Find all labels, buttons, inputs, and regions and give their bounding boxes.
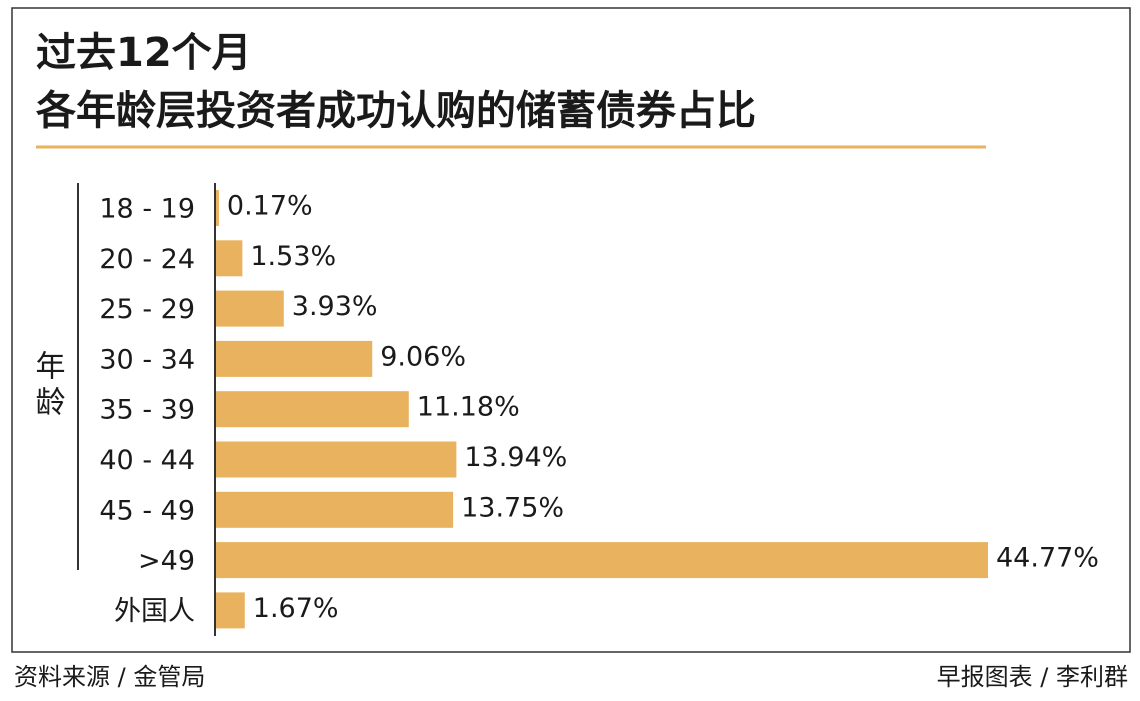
y-tick-label: 18 - 19 (99, 194, 195, 225)
bar (216, 391, 409, 428)
value-label: 44.77% (996, 543, 1099, 574)
y-tick-label: 30 - 34 (99, 344, 195, 375)
credit: 早报图表 / 李利群 (937, 663, 1128, 691)
value-label: 1.67% (253, 593, 339, 624)
bar (216, 290, 284, 327)
source: 资料来源 / 金管局 (14, 663, 205, 691)
bar (216, 491, 454, 528)
bar (216, 340, 373, 377)
value-label: 13.94% (464, 442, 567, 473)
frame (11, 7, 1131, 653)
y-tick-label: 25 - 29 (99, 294, 195, 325)
value-label: 9.06% (380, 341, 466, 372)
y-axis-label: 年龄 (30, 350, 65, 422)
bar (216, 441, 457, 478)
y-tick-label: 35 - 39 (99, 395, 195, 426)
y-tick-label: 45 - 49 (99, 495, 195, 526)
chart-subtitle: 各年龄层投资者成功认购的储蓄债券占比 (36, 88, 756, 134)
bar (216, 592, 245, 629)
value-label: 1.53% (250, 241, 336, 272)
value-label: 3.93% (292, 291, 378, 322)
value-label: 11.18% (417, 392, 520, 423)
y-tick-label: 外国人 (114, 596, 195, 627)
value-label: 0.17% (227, 191, 313, 222)
bar (216, 542, 988, 579)
bar (216, 240, 243, 277)
chart-title: 过去12个月 (36, 30, 252, 76)
y-tick-label: >49 (138, 546, 195, 577)
value-label: 13.75% (461, 492, 564, 523)
bar (216, 190, 219, 226)
y-tick-label: 20 - 24 (99, 244, 195, 275)
y-tick-label: 40 - 44 (99, 445, 195, 476)
